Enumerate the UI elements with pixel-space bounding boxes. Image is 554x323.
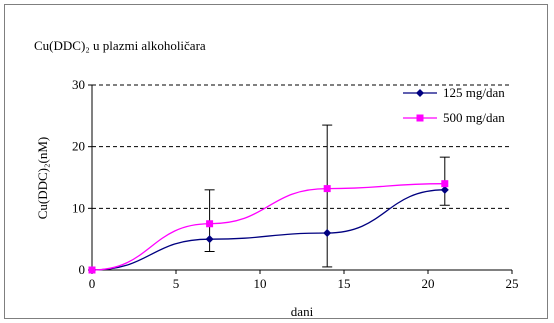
series-line (91, 189, 445, 271)
x-tick-label: 25 (506, 276, 519, 291)
legend: 125 mg/dan 500 mg/dan (403, 85, 505, 125)
series-line (91, 183, 445, 271)
x-tick-label: 0 (89, 276, 96, 291)
data-point (205, 235, 214, 244)
legend-marker (416, 89, 424, 97)
y-axis-label: Cu(DDC)₂(nM) (35, 137, 50, 220)
y-tick-label: 20 (72, 139, 85, 154)
data-point (440, 185, 449, 194)
data-point (206, 220, 214, 228)
chart-title: Cu(DDC)₂ u plazmi alkoholičara (34, 38, 206, 53)
legend-label: 500 mg/dan (443, 110, 505, 125)
y-tick-label: 10 (72, 200, 85, 215)
x-tick-label: 5 (173, 276, 180, 291)
data-point (323, 185, 331, 193)
data-point (323, 229, 332, 237)
x-tick-label: 10 (254, 276, 267, 291)
legend-label: 125 mg/dan (443, 85, 505, 100)
legend-marker (416, 114, 424, 122)
x-tick-label: 20 (422, 276, 435, 291)
data-point (441, 180, 449, 188)
y-tick-label: 0 (79, 262, 86, 277)
y-tick-label: 30 (72, 77, 85, 92)
data-point (88, 266, 96, 274)
x-tick-label: 15 (338, 276, 351, 291)
plot-area: 0 10 20 30 0 5 10 15 20 25 (72, 77, 519, 291)
x-axis-label: dani (291, 304, 314, 319)
